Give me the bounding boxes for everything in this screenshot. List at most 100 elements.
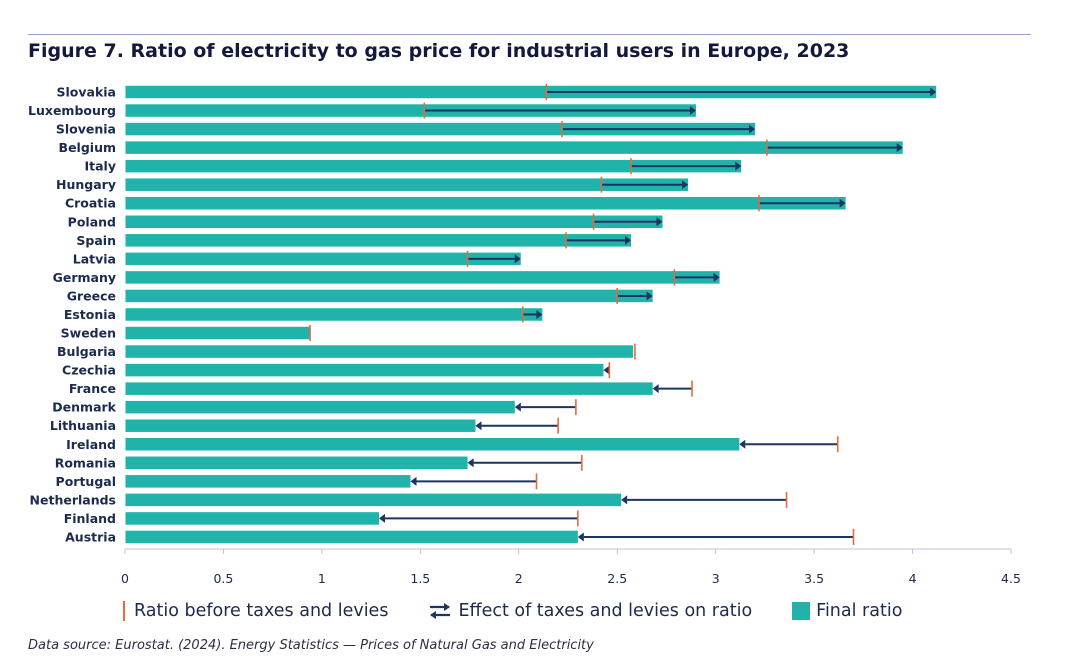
effect-arrowhead-portugal: [410, 476, 417, 486]
effect-arrowhead-slovakia: [930, 87, 937, 97]
category-label-croatia: Croatia: [65, 196, 116, 211]
category-label-luxembourg: Luxembourg: [28, 103, 116, 118]
top-rule: [28, 34, 1031, 35]
effect-arrowhead-slovenia: [749, 124, 756, 134]
effect-arrowhead-luxembourg: [689, 106, 696, 116]
bar-finland: [125, 512, 379, 525]
effect-arrowhead-italy: [735, 161, 742, 171]
effect-arrowhead-latvia: [514, 254, 521, 264]
category-label-sweden: Sweden: [61, 326, 116, 341]
effect-arrowhead-estonia: [536, 309, 543, 319]
effect-arrowhead-czechia: [603, 365, 610, 375]
category-label-belgium: Belgium: [59, 140, 116, 155]
category-label-netherlands: Netherlands: [30, 492, 116, 507]
effect-arrowhead-ireland: [739, 439, 746, 449]
bar-netherlands: [125, 493, 622, 507]
legend-label-final: Final ratio: [816, 601, 903, 621]
effect-arrowhead-france: [652, 384, 659, 394]
bar-latvia: [125, 252, 521, 266]
category-label-france: France: [69, 381, 116, 396]
category-label-ireland: Ireland: [66, 437, 116, 452]
effect-arrowhead-austria: [577, 532, 584, 542]
marker-tick-icon: [120, 600, 128, 622]
x-tick-label: 1.5: [410, 571, 430, 586]
category-label-portugal: Portugal: [56, 474, 116, 489]
x-tick-label: 2.5: [607, 571, 627, 586]
legend-label-before: Ratio before taxes and levies: [134, 601, 389, 621]
category-label-denmark: Denmark: [52, 400, 116, 415]
bar-lithuania: [125, 419, 476, 432]
x-tick-label: 4: [909, 571, 917, 586]
bar-spain: [125, 234, 632, 247]
effect-arrowhead-poland: [656, 217, 663, 227]
legend: Ratio before taxes and levies Effect of …: [120, 598, 902, 624]
effect-arrowhead-romania: [467, 458, 474, 468]
category-label-spain: Spain: [76, 233, 116, 248]
category-label-slovakia: Slovakia: [57, 85, 117, 100]
effect-arrowhead-greece: [646, 291, 653, 301]
category-labels: Slovakia Luxembourg Slovenia Belgium Italy Hu…: [28, 85, 117, 545]
bar-croatia: [125, 196, 846, 210]
category-label-latvia: Latvia: [73, 251, 116, 266]
x-tick-label: 0: [121, 571, 129, 586]
category-label-greece: Greece: [67, 288, 116, 303]
x-tick-label: 4.5: [1001, 571, 1021, 586]
effect-arrowhead-spain: [625, 235, 632, 245]
legend-label-effect: Effect of taxes and levies on ratio: [458, 601, 753, 621]
bar-austria: [125, 530, 578, 544]
category-label-romania: Romania: [55, 455, 116, 470]
category-label-slovenia: Slovenia: [56, 122, 116, 137]
effect-arrowhead-croatia: [839, 198, 846, 208]
category-label-austria: Austria: [65, 529, 116, 544]
swap-arrows-icon: [428, 601, 452, 621]
legend-item-before: Ratio before taxes and levies: [120, 600, 388, 622]
category-label-germany: Germany: [53, 270, 116, 285]
bar-estonia: [125, 308, 543, 321]
category-label-bulgaria: Bulgaria: [57, 344, 116, 359]
bar-romania: [125, 456, 468, 470]
bar-poland: [125, 215, 663, 229]
final-square-icon: [792, 602, 811, 620]
effect-arrowhead-belgium: [896, 143, 903, 153]
bar-belgium: [125, 141, 903, 154]
category-label-estonia: Estonia: [64, 307, 116, 322]
category-label-lithuania: Lithuania: [50, 418, 116, 433]
effect-arrowhead-netherlands: [621, 495, 628, 505]
category-label-finland: Finland: [64, 511, 116, 526]
legend-item-final: Final ratio: [792, 601, 902, 621]
bar-hungary: [125, 178, 689, 191]
bar-portugal: [125, 475, 411, 488]
category-label-poland: Poland: [68, 214, 116, 229]
category-label-hungary: Hungary: [56, 177, 116, 192]
bar-germany: [125, 271, 720, 284]
bar-france: [125, 382, 653, 395]
category-label-italy: Italy: [85, 159, 117, 174]
bar-luxembourg: [125, 104, 696, 117]
bar-denmark: [125, 400, 515, 414]
data-source: Data source: Eurostat. (2024). Energy St…: [28, 638, 594, 653]
bar-slovenia: [125, 122, 756, 136]
x-tick-label: 3: [712, 571, 720, 586]
x-tick-label: 3.5: [804, 571, 824, 586]
bar-italy: [125, 159, 742, 173]
effect-arrowhead-denmark: [514, 402, 521, 412]
x-tick-label: 0.5: [213, 571, 233, 586]
effect-arrowhead-hungary: [682, 180, 689, 190]
bars-layer: [125, 84, 937, 545]
x-tick-label: 2: [515, 571, 523, 586]
effect-arrowhead-lithuania: [475, 421, 482, 431]
x-axis: 0 0.5 1 1.5 2 2.5 3 3.5 4 4.5: [121, 548, 1021, 586]
bar-czechia: [125, 363, 604, 377]
bar-sweden: [125, 326, 311, 340]
bar-ireland: [125, 438, 740, 451]
bar-greece: [125, 289, 653, 303]
bar-slovakia: [125, 85, 937, 99]
effect-arrowhead-germany: [713, 272, 720, 282]
effect-arrowhead-finland: [378, 513, 385, 523]
bar-bulgaria: [125, 345, 633, 358]
x-tick-label: 1: [318, 571, 326, 586]
legend-item-effect: Effect of taxes and levies on ratio: [428, 601, 752, 621]
chart-title: Figure 7. Ratio of electricity to gas pr…: [28, 40, 850, 62]
category-label-czechia: Czechia: [62, 363, 116, 378]
